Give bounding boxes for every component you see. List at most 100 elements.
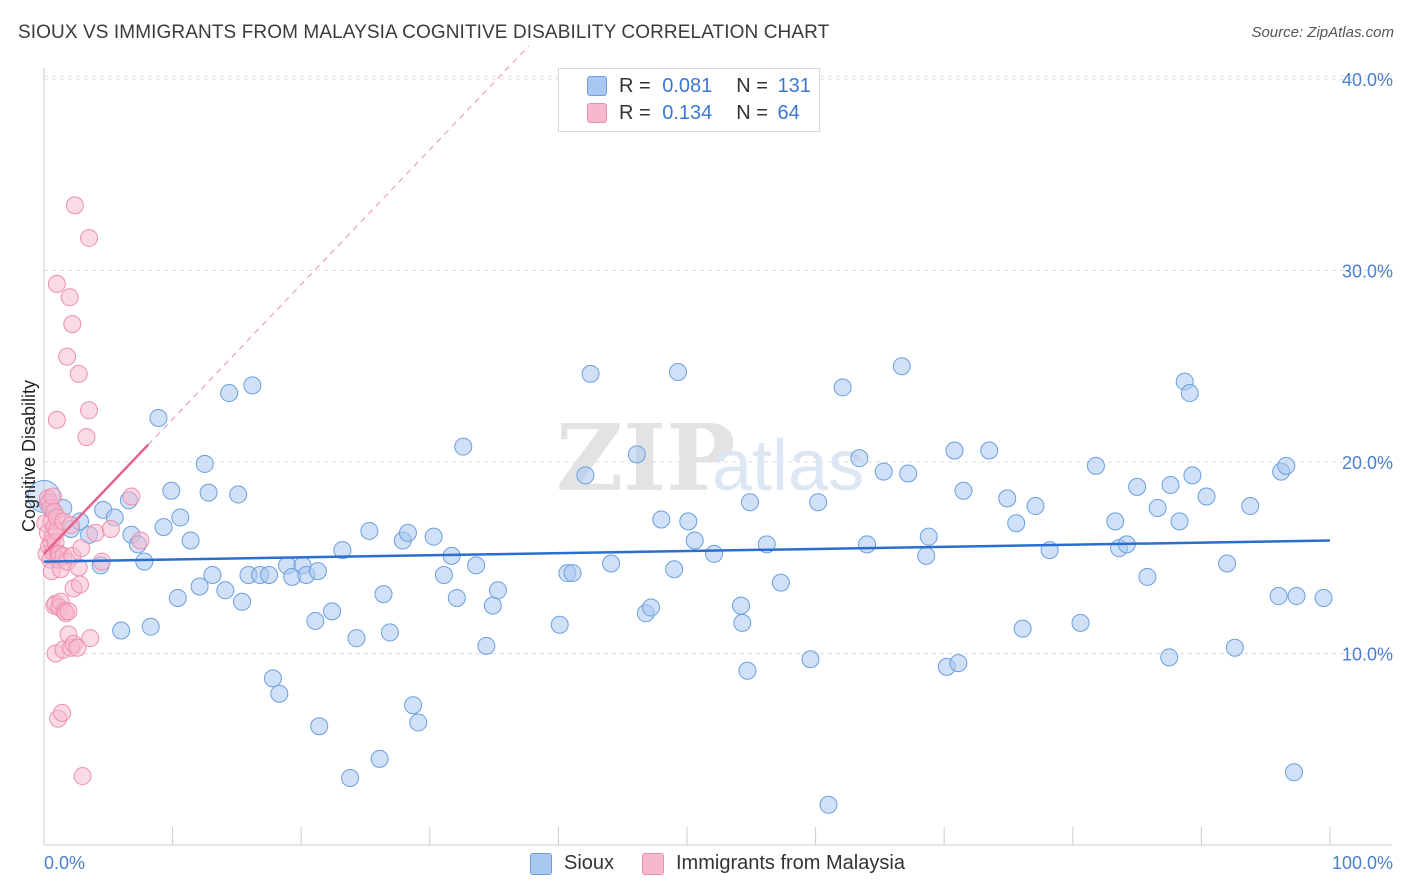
legend-swatch-malaysia bbox=[587, 103, 607, 123]
sioux-point bbox=[1314, 588, 1333, 607]
legend-r-label: R = bbox=[619, 74, 657, 97]
sioux-point bbox=[141, 617, 160, 636]
sioux-point bbox=[308, 562, 327, 581]
malaysia-point bbox=[47, 274, 66, 293]
sioux-point bbox=[819, 795, 838, 814]
sioux-point bbox=[135, 552, 154, 571]
sioux-point bbox=[1026, 497, 1045, 516]
watermark-atlas: atlas bbox=[712, 426, 864, 506]
legend-n-label: N = bbox=[736, 74, 774, 97]
sioux-point bbox=[424, 527, 443, 546]
sioux-point bbox=[576, 466, 595, 485]
sioux-point bbox=[1287, 587, 1306, 606]
sioux-point bbox=[347, 629, 366, 648]
sioux-point bbox=[1007, 514, 1026, 533]
sioux-point bbox=[380, 623, 399, 642]
legend-swatch-sioux bbox=[530, 852, 552, 875]
legend-row-sioux: R = 0.081 N = 131 bbox=[587, 73, 811, 99]
sioux-point bbox=[270, 684, 289, 703]
sioux-point bbox=[454, 437, 473, 456]
malaysia-point bbox=[86, 523, 105, 542]
sioux-point bbox=[483, 596, 502, 615]
sioux-point bbox=[306, 611, 325, 630]
malaysia-point bbox=[73, 767, 92, 786]
y-tick-label: 40.0% bbox=[1342, 70, 1393, 90]
sioux-point bbox=[954, 481, 973, 500]
sioux-point bbox=[243, 376, 262, 395]
trend-line-malaysia bbox=[43, 443, 150, 555]
sioux-point bbox=[190, 577, 209, 596]
sioux-point bbox=[1180, 384, 1199, 403]
legend-r-value: 0.134 bbox=[662, 101, 713, 124]
sioux-point bbox=[679, 512, 698, 531]
sioux-point bbox=[858, 535, 877, 554]
sioux-point bbox=[1269, 587, 1288, 606]
sioux-point bbox=[892, 357, 911, 376]
malaysia-point bbox=[60, 288, 79, 307]
sioux-point bbox=[919, 527, 938, 546]
legend-label-malaysia: Immigrants from Malaysia bbox=[676, 852, 905, 874]
sioux-point bbox=[333, 541, 352, 560]
legend-n-value: 131 bbox=[777, 74, 811, 97]
sioux-point bbox=[467, 556, 486, 575]
legend-label-sioux: Sioux bbox=[564, 852, 615, 874]
legend-swatch-sioux bbox=[587, 76, 607, 96]
malaysia-point bbox=[131, 531, 150, 550]
sioux-point bbox=[370, 749, 389, 768]
axes bbox=[43, 68, 1392, 846]
malaysia-point bbox=[44, 487, 63, 506]
sioux-point bbox=[171, 508, 190, 527]
sioux-point bbox=[216, 581, 235, 600]
sioux-point bbox=[447, 588, 466, 607]
sioux-point bbox=[998, 489, 1017, 508]
sioux-point bbox=[771, 573, 790, 592]
legend-n-value: 64 bbox=[777, 101, 800, 124]
sioux-point bbox=[1284, 763, 1303, 782]
sioux-point bbox=[1071, 613, 1090, 632]
axis-labels: 10.0% 20.0% 30.0% 40.0% 0.0% 100.0% Cognitive … bbox=[19, 70, 1393, 873]
sioux-point bbox=[741, 493, 760, 512]
sioux-point bbox=[323, 602, 342, 621]
malaysia-point bbox=[81, 629, 100, 648]
sioux-point bbox=[1225, 638, 1244, 657]
sioux-point bbox=[874, 462, 893, 481]
malaysia-point bbox=[80, 228, 99, 247]
sioux-point bbox=[341, 768, 360, 787]
sioux-point bbox=[850, 449, 869, 468]
sioux-point bbox=[945, 441, 964, 460]
sioux-point bbox=[149, 408, 168, 427]
sioux-point bbox=[229, 485, 248, 504]
malaysia-point bbox=[72, 539, 91, 558]
sioux-point bbox=[220, 384, 239, 403]
sioux-point bbox=[738, 661, 757, 680]
sioux-point bbox=[203, 565, 222, 584]
sioux-point bbox=[602, 554, 621, 573]
sioux-point bbox=[112, 621, 131, 640]
sioux-point bbox=[627, 445, 646, 464]
sioux-point bbox=[833, 378, 852, 397]
trend-extension-malaysia bbox=[147, 45, 530, 446]
legend-item-malaysia[interactable]: Immigrants from Malaysia bbox=[642, 852, 905, 875]
sioux-point bbox=[917, 546, 936, 565]
sioux-point bbox=[260, 565, 279, 584]
sioux-point bbox=[162, 481, 181, 500]
sioux-point bbox=[233, 592, 252, 611]
sioux-point bbox=[1013, 619, 1032, 638]
sioux-point bbox=[668, 362, 687, 381]
x-tick-label: 0.0% bbox=[44, 853, 85, 873]
sioux-point bbox=[1170, 512, 1189, 531]
sioux-point bbox=[1138, 567, 1157, 586]
legend-swatch-malaysia bbox=[642, 852, 664, 875]
malaysia-point bbox=[68, 638, 87, 657]
sioux-point bbox=[360, 521, 379, 540]
sioux-point bbox=[154, 518, 173, 537]
sioux-point bbox=[1160, 648, 1179, 667]
sioux-point bbox=[550, 615, 569, 634]
sioux-point bbox=[1277, 456, 1296, 475]
legend-item-sioux[interactable]: Sioux bbox=[530, 852, 614, 875]
sioux-point bbox=[1218, 554, 1237, 573]
sioux-point bbox=[652, 510, 671, 529]
sioux-point bbox=[1197, 487, 1216, 506]
malaysia-point bbox=[59, 602, 78, 621]
